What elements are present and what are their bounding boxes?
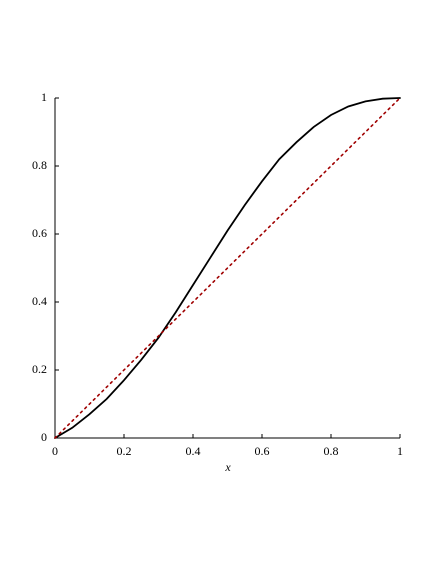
y-tick-label: 0.4 xyxy=(32,294,47,308)
y-tick-label: 0.6 xyxy=(32,226,47,240)
x-axis-label: x xyxy=(224,460,231,474)
y-tick-label: 0 xyxy=(41,430,47,444)
y-tick-label: 0.8 xyxy=(32,158,47,172)
data-line xyxy=(54,97,401,439)
data-line xyxy=(54,97,401,439)
x-tick-label: 1 xyxy=(397,444,403,458)
x-tick-label: 0 xyxy=(52,444,58,458)
y-tick-label: 0.2 xyxy=(32,362,47,376)
x-tick-label: 0.4 xyxy=(186,444,201,458)
x-tick-label: 0.2 xyxy=(117,444,132,458)
x-tick-label: 0.8 xyxy=(324,444,339,458)
x-tick-label: 0.6 xyxy=(255,444,270,458)
y-tick-label: 1 xyxy=(41,90,47,104)
